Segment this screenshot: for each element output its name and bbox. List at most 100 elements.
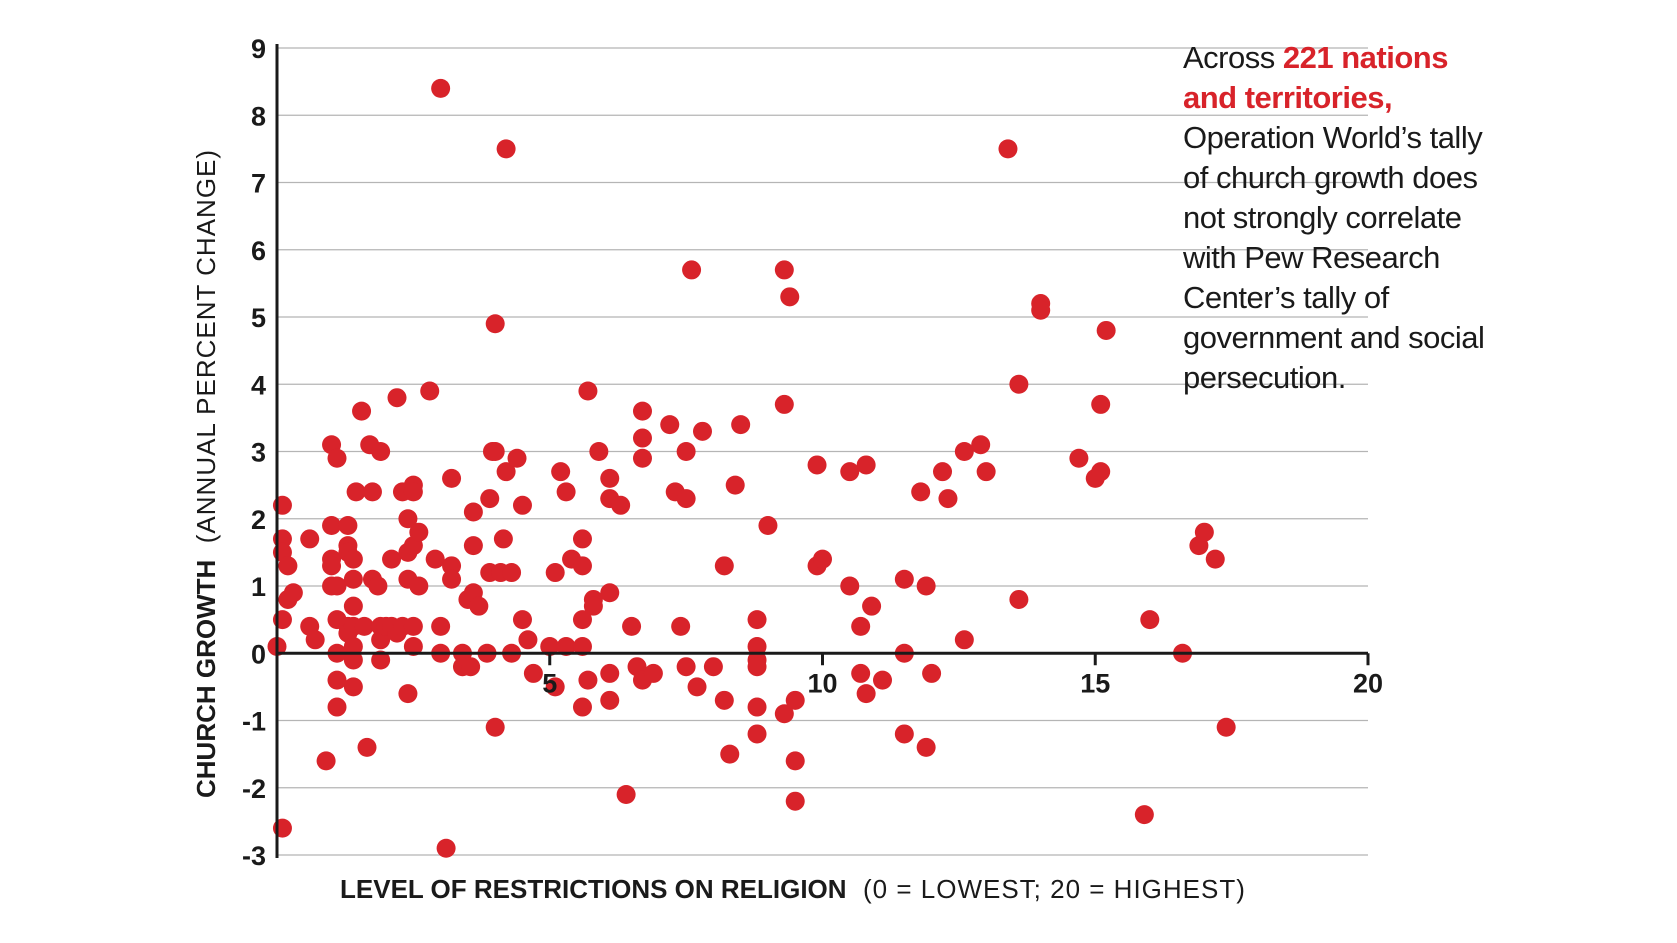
data-point [409, 522, 429, 542]
data-point [676, 489, 696, 509]
data-point [512, 495, 532, 515]
data-point [632, 401, 652, 421]
data-point [758, 515, 778, 535]
data-point [343, 650, 363, 670]
y-tick-label: -3 [242, 841, 266, 871]
data-point [398, 509, 418, 529]
data-point [346, 482, 366, 502]
x-tick-label: 10 [807, 668, 837, 698]
data-point [551, 462, 571, 482]
data-point [1134, 805, 1154, 825]
data-point [916, 737, 936, 757]
data-point [436, 838, 456, 858]
data-point [622, 616, 642, 636]
data-point [911, 482, 931, 502]
data-point [938, 489, 958, 509]
data-point [971, 435, 991, 455]
data-point [747, 610, 767, 630]
data-point [343, 569, 363, 589]
data-point [807, 455, 827, 475]
data-point [632, 448, 652, 468]
data-point [512, 610, 532, 630]
x-tick-label: 15 [1080, 668, 1110, 698]
data-point [480, 489, 500, 509]
data-point [431, 78, 451, 98]
data-point [998, 139, 1018, 159]
data-point [774, 394, 794, 414]
data-point [327, 448, 347, 468]
data-point [813, 549, 832, 569]
data-point [403, 482, 423, 502]
data-point [382, 549, 402, 569]
data-point [747, 657, 767, 677]
data-point [933, 462, 953, 482]
data-point [545, 563, 565, 583]
data-point [589, 442, 609, 461]
data-point [747, 697, 767, 717]
data-point [785, 751, 805, 771]
data-point [954, 630, 974, 650]
scatter-points [267, 78, 1236, 858]
data-point [463, 502, 483, 522]
data-point [774, 260, 794, 280]
data-point [545, 677, 565, 697]
y-tick-label: 4 [251, 370, 266, 400]
data-point [720, 744, 740, 764]
data-point [1096, 320, 1116, 340]
data-point [682, 260, 702, 280]
data-point [1031, 300, 1051, 320]
data-point [583, 596, 603, 616]
data-point [840, 576, 860, 596]
chart-annotation: Across 221 nations and territories, Oper… [1183, 38, 1503, 398]
data-point [362, 482, 382, 502]
data-point [469, 596, 489, 616]
data-point [343, 637, 363, 657]
y-tick-label: 8 [251, 101, 266, 131]
data-point [976, 462, 996, 482]
data-point [632, 428, 652, 448]
data-point [409, 576, 429, 596]
data-point [518, 630, 538, 650]
y-axis-title-main: CHURCH GROWTH [191, 560, 221, 798]
data-point [714, 690, 734, 710]
data-point [1069, 448, 1089, 468]
data-point [485, 717, 505, 737]
data-point [616, 784, 636, 804]
data-point [556, 637, 576, 657]
x-tick-labels: 5 10 15 20 [542, 668, 1383, 698]
data-point [676, 657, 696, 677]
x-axis-title-main: LEVEL OF RESTRICTIONS ON RELIGION [340, 874, 847, 904]
data-point [322, 515, 342, 535]
data-point [442, 468, 462, 488]
y-tick-label: 2 [251, 505, 266, 535]
data-point [403, 637, 423, 657]
data-point [327, 697, 347, 717]
data-point [703, 657, 723, 677]
y-tick-label: -1 [242, 707, 266, 737]
data-point [502, 563, 522, 583]
data-point [368, 576, 388, 596]
data-point [283, 583, 303, 603]
data-point [556, 482, 576, 502]
y-axis-title: CHURCH GROWTH (ANNUAL PERCENT CHANGE) [191, 149, 221, 798]
data-point [1009, 589, 1029, 609]
data-point [420, 381, 440, 401]
data-point [357, 737, 377, 757]
y-tick-label: 5 [251, 303, 266, 333]
x-tick-label: 5 [542, 668, 557, 698]
data-point [540, 637, 560, 657]
data-point [687, 677, 707, 697]
data-point [660, 415, 680, 435]
data-point [578, 381, 598, 401]
y-tick-label: 9 [251, 34, 266, 64]
data-point [1009, 374, 1029, 394]
data-point [600, 663, 620, 683]
y-tick-label: 0 [251, 639, 266, 669]
data-point [371, 650, 391, 670]
x-tick-label: 20 [1353, 668, 1383, 698]
data-point [327, 576, 347, 596]
y-tick-label: 6 [251, 236, 266, 266]
data-point [671, 616, 691, 636]
data-point [322, 556, 342, 576]
data-point [1140, 610, 1160, 630]
